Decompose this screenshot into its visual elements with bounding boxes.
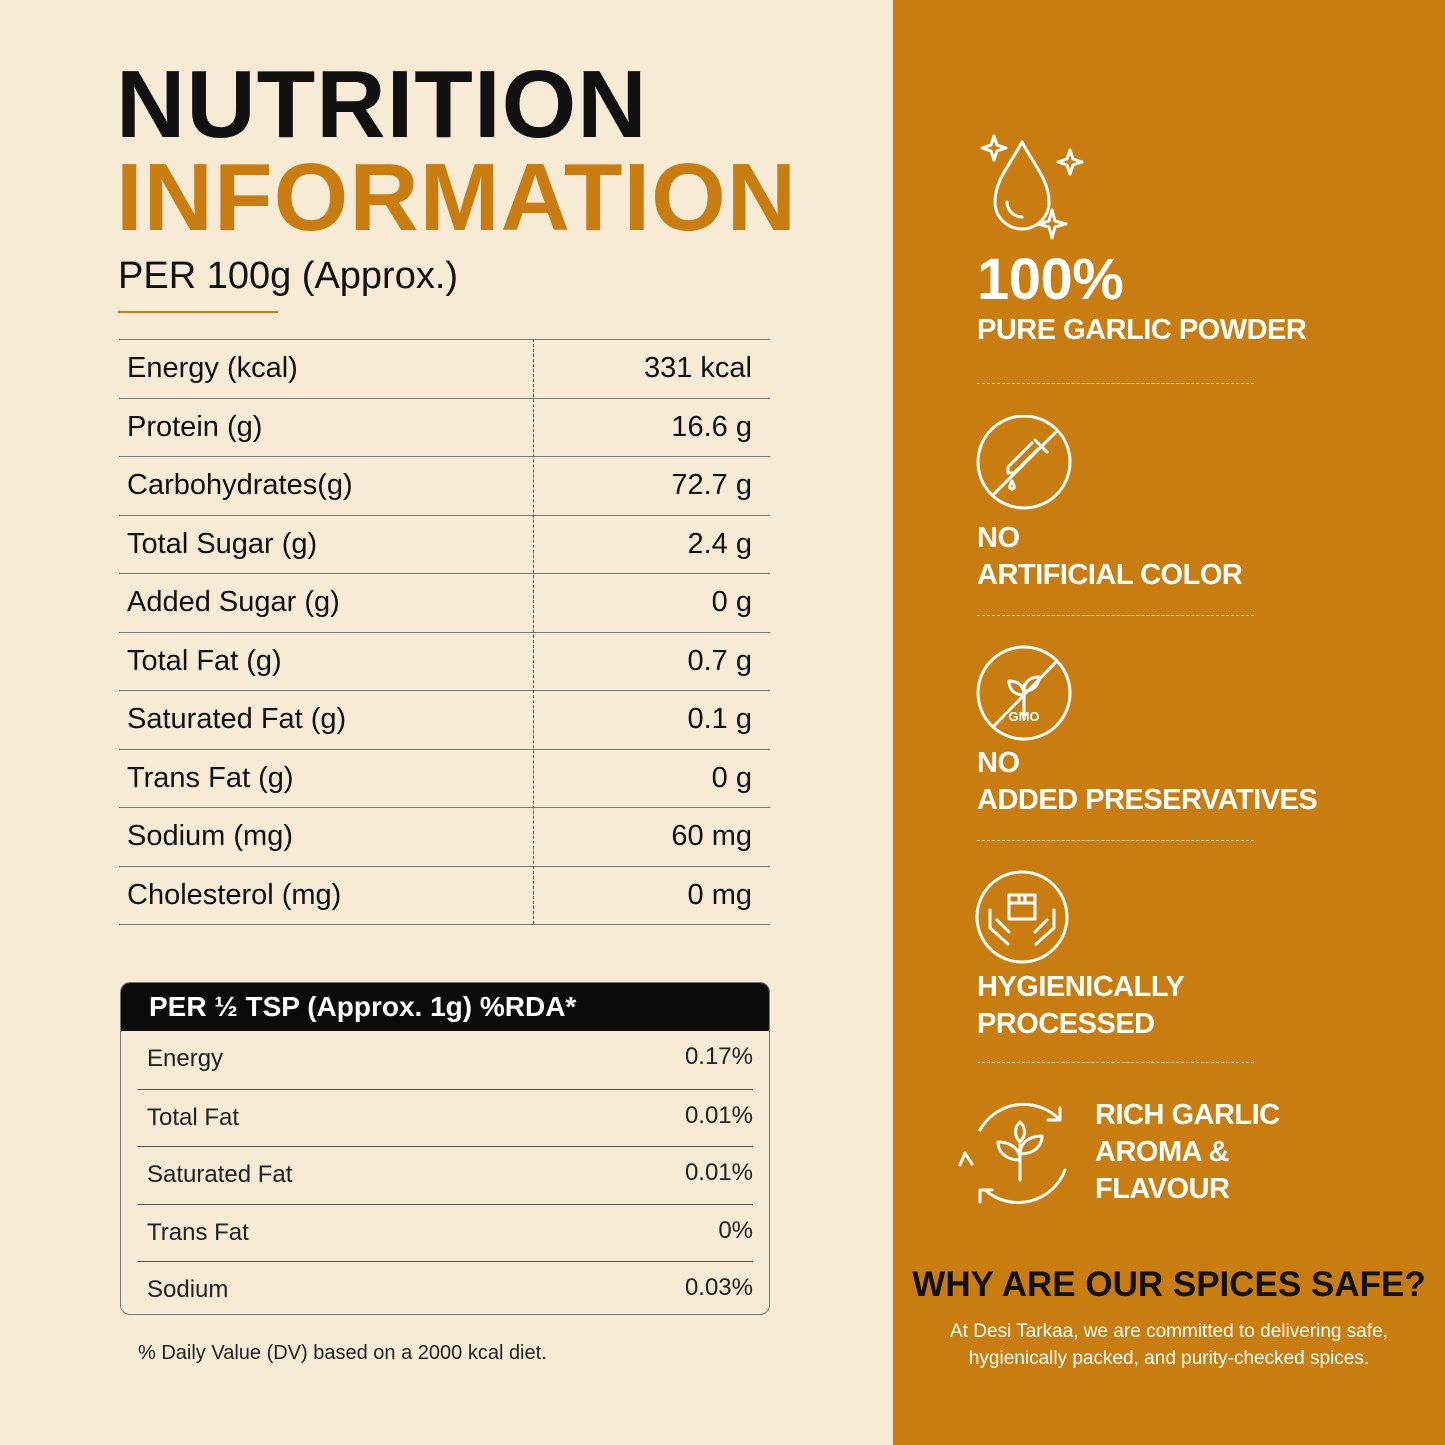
feature: NO ARTIFICIAL COLOR bbox=[977, 520, 1243, 594]
column-divider bbox=[533, 339, 534, 924]
svg-text:GMO: GMO bbox=[1008, 709, 1039, 724]
left-panel: NUTRITION INFORMATION PER 100g (Approx.)… bbox=[116, 51, 798, 1364]
feature-text: AROMA & bbox=[1095, 1136, 1229, 1168]
safety-line: hygienically packed, and purity-checked … bbox=[968, 1348, 1370, 1369]
hygiene-icon bbox=[975, 870, 1069, 964]
rda-value: 0.01% bbox=[684, 1159, 753, 1186]
nutrient-label: Cholesterol (mg) bbox=[127, 878, 342, 911]
nutrient-label: Energy (kcal) bbox=[127, 352, 298, 384]
rda-row: Saturated Fat 0.01% bbox=[138, 1146, 753, 1205]
rda-value: 0% bbox=[718, 1216, 753, 1244]
nutrient-label: Sodium (mg) bbox=[127, 820, 293, 852]
title: INFORMATION bbox=[116, 144, 798, 251]
rda-label: Saturated Fat bbox=[147, 1161, 293, 1188]
rda-header: PER ½ TSP (Approx. 1g) %RDA* bbox=[121, 983, 769, 1031]
drop-icon bbox=[980, 134, 1084, 240]
feature-text: RICH GARLIC bbox=[1095, 1099, 1280, 1131]
nutrient-value: 0.7 g bbox=[687, 644, 753, 677]
nutrient-value: 60 mg bbox=[671, 820, 752, 852]
nutrient-value: 16.6 g bbox=[671, 410, 752, 443]
nutrient-label: Protein (g) bbox=[127, 410, 263, 443]
table-row: Protein (g) 16.6 g bbox=[119, 397, 770, 458]
nutrient-value: 2.4 g bbox=[687, 527, 753, 560]
table-row: Saturated Fat (g) 0.1 g bbox=[119, 690, 770, 750]
rda-label: Energy bbox=[147, 1045, 224, 1072]
rda-label: Trans Fat bbox=[147, 1218, 249, 1246]
separator bbox=[977, 383, 1254, 384]
feature-text: ARTIFICIAL COLOR bbox=[977, 559, 1243, 591]
feature: NO ADDED PRESERVATIVES bbox=[977, 745, 1318, 819]
nutrient-value: 331 kcal bbox=[643, 352, 752, 384]
no-color-icon bbox=[976, 415, 1072, 510]
nutrient-label: Carbohydrates(g) bbox=[127, 469, 353, 501]
nutrient-value: 0 g bbox=[711, 761, 752, 794]
feature: RICH GARLIC AROMA & FLAVOUR bbox=[1095, 1097, 1280, 1208]
no-gmo-icon: GMO bbox=[976, 645, 1072, 741]
table-row: Total Sugar (g) 2.4 g bbox=[119, 514, 770, 575]
nutrient-value: 0.1 g bbox=[687, 703, 753, 735]
nutrient-label: Added Sugar (g) bbox=[127, 586, 340, 618]
rda-label: Total Fat bbox=[147, 1103, 240, 1131]
feature-text: HYGIENICALLY bbox=[977, 971, 1185, 1003]
rda-header-text: PER ½ TSP (Approx. 1g) %RDA* bbox=[149, 991, 577, 1022]
separator bbox=[977, 840, 1254, 841]
table-row: Trans Fat (g) 0 g bbox=[119, 748, 770, 809]
feature-text: NO bbox=[977, 747, 1020, 779]
feature: HYGIENICALLY PROCESSED bbox=[977, 969, 1185, 1043]
rda-value: 0.17% bbox=[684, 1043, 753, 1070]
nutrient-label: Total Fat (g) bbox=[127, 644, 282, 677]
nutrient-value: 0 mg bbox=[687, 878, 752, 911]
nutrient-label: Trans Fat (g) bbox=[127, 761, 294, 794]
title: NUTRITION bbox=[116, 51, 648, 158]
feature-heading: 100% bbox=[977, 247, 1124, 312]
feature-text: ADDED PRESERVATIVES bbox=[977, 784, 1318, 816]
underline bbox=[118, 311, 278, 313]
rda-row: Total Fat 0.01% bbox=[138, 1088, 753, 1148]
nutrient-label: Total Sugar (g) bbox=[127, 527, 318, 560]
aroma-icon bbox=[958, 1102, 1067, 1205]
safety-line: At Desi Tarkaa, we are committed to deli… bbox=[950, 1321, 1388, 1342]
table-row: Cholesterol (mg) 0 mg bbox=[119, 865, 770, 926]
table-row: Sodium (mg) 60 mg bbox=[119, 807, 770, 867]
footnote: % Daily Value (DV) based on a 2000 kcal … bbox=[138, 1342, 547, 1364]
safety-title: WHY ARE OUR SPICES SAFE? bbox=[912, 1265, 1426, 1304]
feature: 100% PURE GARLIC POWDER bbox=[977, 247, 1307, 349]
separator bbox=[977, 615, 1254, 616]
rda-row: Energy 0.17% bbox=[138, 1031, 753, 1089]
nutrient-value: 0 g bbox=[711, 586, 752, 618]
rda-box: PER ½ TSP (Approx. 1g) %RDA* Energy 0.17%… bbox=[120, 982, 770, 1315]
rda-label: Sodium bbox=[147, 1276, 229, 1303]
table-row: Carbohydrates(g) 72.7 g bbox=[119, 456, 770, 516]
feature-text: NO bbox=[977, 522, 1020, 554]
rda-row: Sodium 0.03% bbox=[138, 1261, 753, 1314]
rda-value: 0.01% bbox=[684, 1101, 753, 1129]
subtitle: PER 100g (Approx.) bbox=[118, 255, 459, 297]
table-bottom-line bbox=[119, 924, 770, 925]
nutrient-label: Saturated Fat (g) bbox=[127, 703, 347, 735]
feature-text: FLAVOUR bbox=[1095, 1173, 1230, 1205]
feature-text: PROCESSED bbox=[977, 1008, 1155, 1040]
feature-text: PURE GARLIC POWDER bbox=[977, 314, 1307, 346]
nutrient-value: 72.7 g bbox=[671, 469, 752, 501]
table-row: Energy (kcal) 331 kcal bbox=[119, 339, 770, 399]
right-panel bbox=[893, 0, 1445, 1445]
separator bbox=[977, 1062, 1254, 1063]
rda-row: Trans Fat 0% bbox=[138, 1203, 753, 1263]
table-row: Added Sugar (g) 0 g bbox=[119, 573, 770, 633]
table-row: Total Fat (g) 0.7 g bbox=[119, 631, 770, 692]
safety-text: At Desi Tarkaa, we are committed to deli… bbox=[893, 1318, 1445, 1372]
rda-value: 0.03% bbox=[684, 1274, 753, 1301]
